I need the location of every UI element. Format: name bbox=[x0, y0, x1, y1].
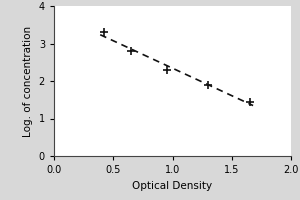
Y-axis label: Log. of concentration: Log. of concentration bbox=[23, 25, 33, 137]
X-axis label: Optical Density: Optical Density bbox=[132, 181, 213, 191]
